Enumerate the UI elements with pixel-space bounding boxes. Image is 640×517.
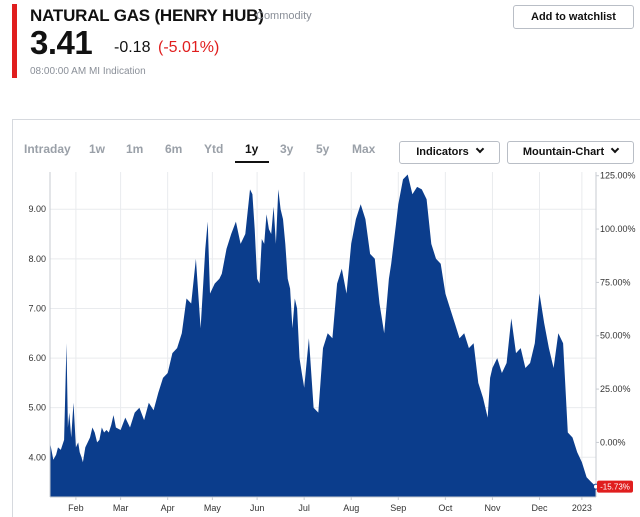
x-axis-tick-label: Apr	[161, 503, 175, 513]
left-axis-tick-label: 7.00	[28, 303, 46, 313]
tab-1y[interactable]: 1y	[245, 142, 259, 156]
tab-ytd[interactable]: Ytd	[204, 142, 224, 156]
tab-max[interactable]: Max	[352, 142, 376, 156]
tab-3y[interactable]: 3y	[280, 142, 294, 156]
last-price: 3.41	[30, 24, 93, 61]
x-axis-tick-label: Sep	[390, 503, 406, 513]
instrument-title: NATURAL GAS (HENRY HUB)	[30, 6, 264, 25]
left-axis-tick-label: 5.00	[28, 403, 46, 413]
x-axis-tick-label: 2023	[572, 503, 592, 513]
price-area-series	[50, 174, 596, 497]
active-tab-indicator	[235, 161, 269, 163]
x-axis-tick-label: May	[204, 503, 222, 513]
quote-indication: MI Indication	[88, 66, 146, 77]
chart-type-dropdown[interactable]: Mountain-Chart	[507, 141, 634, 164]
right-axis-tick-label: 100.00%	[600, 224, 636, 234]
right-axis-tick-label: 0.00%	[600, 437, 626, 447]
x-axis-tick-label: Nov	[484, 503, 501, 513]
right-axis-tick-label: 25.00%	[600, 384, 631, 394]
x-axis-tick-label: Jun	[250, 503, 265, 513]
last-value-badge	[597, 480, 633, 493]
x-axis-tick-label: Jul	[298, 503, 310, 513]
price-change-percent: (-5.01%)	[158, 39, 220, 56]
x-axis-tick-label: Aug	[343, 503, 359, 513]
instrument-category: Commodity	[256, 10, 312, 22]
tab-intraday[interactable]: Intraday	[24, 142, 71, 156]
x-axis-tick-label: Oct	[438, 503, 453, 513]
right-axis-tick-label: 125.00%	[600, 171, 636, 181]
left-axis-tick-label: 6.00	[28, 353, 46, 363]
add-to-watchlist-button[interactable]: Add to watchlist	[513, 5, 634, 29]
tab-1m[interactable]: 1m	[126, 142, 144, 156]
left-axis-tick-label: 8.00	[28, 254, 46, 264]
chart-panel	[12, 119, 640, 517]
indicators-label: Indicators	[416, 146, 469, 158]
chart-type-label: Mountain-Chart	[522, 146, 605, 158]
tab-5y[interactable]: 5y	[316, 142, 330, 156]
price-change: -0.18	[114, 39, 151, 56]
x-axis-tick-label: Dec	[532, 503, 549, 513]
last-value-label: -15.73%	[600, 483, 630, 492]
quote-time: 08:00:00 AM	[30, 66, 87, 77]
right-axis-tick-label: 75.00%	[600, 277, 631, 287]
quote-timestamp: 08:00:00 AM MI Indication	[30, 66, 146, 77]
tab-1w[interactable]: 1w	[89, 142, 106, 156]
left-axis-tick-label: 4.00	[28, 452, 46, 462]
right-axis-tick-label: 50.00%	[600, 331, 631, 341]
indicators-dropdown[interactable]: Indicators	[399, 141, 500, 164]
x-axis-tick-label: Feb	[68, 503, 84, 513]
left-axis-tick-label: 9.00	[28, 204, 46, 214]
tab-6m[interactable]: 6m	[165, 142, 183, 156]
x-axis-tick-label: Mar	[113, 503, 129, 513]
accent-bar	[12, 4, 17, 78]
